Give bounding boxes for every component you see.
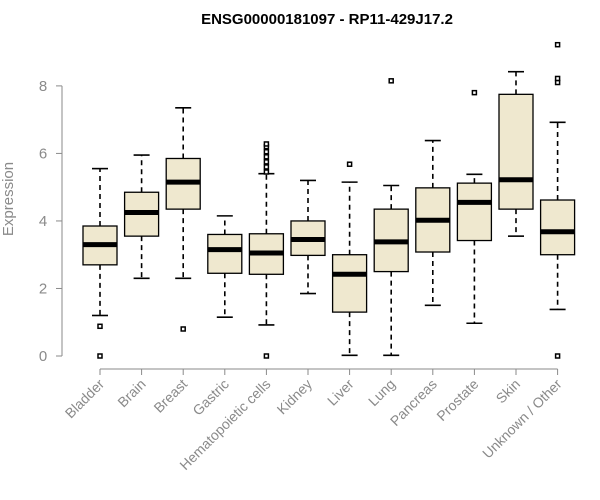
y-axis-label: Expression [0,162,17,236]
box-group [290,179,326,295]
box-group [456,89,493,325]
outlier-point [388,78,394,84]
x-tick-label: Bladder [62,376,108,422]
y-tick-label: 0 [39,348,47,365]
box-group [123,154,160,280]
y-axis: 0 2 4 6 8 [39,78,63,365]
box-group [248,141,285,359]
x-tick-label: Breast [150,376,190,416]
x-tick-label: Brain [114,376,148,410]
outlier-point [554,353,561,359]
box [539,199,576,256]
outlier-point [263,154,270,160]
x-tick-label: Prostate [433,376,481,424]
outlier-point [180,326,186,332]
x-tick-label: Unknown / Other [479,376,565,462]
box-group [539,41,576,359]
x-tick-label: Lung [365,376,398,409]
box-group [373,78,409,357]
box [498,93,534,210]
outlier-point [263,164,270,170]
outlier-point [263,169,270,175]
box-group [498,70,534,237]
chart-title: ENSG00000181097 - RP11-429J17.2 [201,11,453,28]
outlier-point [554,75,561,82]
outlier-point [554,41,561,48]
box-group [207,215,243,318]
plot-area [82,41,576,359]
outlier-point [471,89,478,96]
outlier-point [346,161,353,167]
outlier-point [263,159,270,165]
y-tick-label: 2 [39,280,47,297]
outlier-point [97,353,103,359]
box [207,233,243,274]
outlier-point [263,148,270,155]
x-tick-label: Kidney [274,376,316,418]
outlier-point [97,323,103,330]
outlier-point [263,141,270,147]
box-group [331,161,368,357]
y-tick-label: 8 [39,78,47,95]
outlier-point [263,353,270,359]
x-tick-label: Liver [324,376,357,409]
x-tick-label: Skin [493,376,524,407]
box [456,182,493,242]
box-group [415,139,451,307]
box-group [82,167,118,359]
y-tick-label: 4 [39,213,47,230]
box-group [165,107,201,332]
y-tick-label: 6 [39,145,47,162]
box [331,254,368,313]
